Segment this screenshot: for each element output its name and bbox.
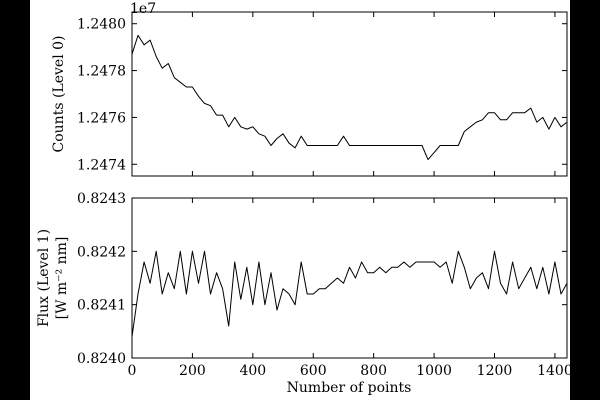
top-series-group [131,34,568,161]
top-offset-text: 1e7 [130,1,156,17]
bottom-x-tick-label: 1200 [477,363,513,379]
bottom-x-tick-label: 1000 [416,363,452,379]
top-y-tick-label: 1.2476 [77,110,126,126]
top-panel: 1.2474 1.2476 1.2478 1.2480 1e7 Counts (Lev… [51,1,568,177]
bottom-panel: 0 200 400 600 800 1000 1200 1400 0.8240 0.8241 0.8… [36,191,570,396]
bottom-x-tick-label: 1400 [537,363,570,379]
bottom-x-tick-label: 200 [179,363,206,379]
chart-figure: 1.2474 1.2476 1.2478 1.2480 1e7 Counts (Lev… [30,0,570,400]
top-y-tick-label: 1.2478 [77,64,126,80]
bottom-x-tick-label: 600 [300,363,327,379]
bottom-y-tick-label: 0.8242 [77,244,126,260]
chart-svg: 1.2474 1.2476 1.2478 1.2480 1e7 Counts (Lev… [36,1,570,396]
top-ticks-group: 1.2474 1.2476 1.2478 1.2480 [77,12,567,176]
bottom-ticks-group: 0 200 400 600 800 1000 1200 1400 0.8240 0.8241 0.8… [77,191,570,379]
bottom-y-tick-label: 0.8243 [77,191,126,207]
bottom-y-axis-unit: [W m⁻² nm] [54,237,70,320]
bottom-y-tick-label: 0.8240 [77,351,126,367]
bottom-x-tick-label: 800 [360,363,387,379]
top-y-tick-label: 1.2480 [77,17,126,33]
bottom-x-tick-label: 400 [239,363,266,379]
top-series-line-0 [131,34,568,161]
top-y-tick-label: 1.2474 [77,157,126,173]
bottom-y-tick-label: 0.8241 [77,298,126,314]
bottom-y-axis-label: Flux (Level 1) [36,229,52,327]
bottom-axes-frame [131,197,568,359]
top-y-axis-label: Counts (Level 0) [51,36,67,153]
x-axis-label: Number of points [287,380,412,396]
bottom-series-line-0 [131,250,568,337]
bottom-x-tick-label: 0 [128,363,137,379]
bottom-series-group [131,250,568,337]
top-axes-frame [131,11,568,177]
